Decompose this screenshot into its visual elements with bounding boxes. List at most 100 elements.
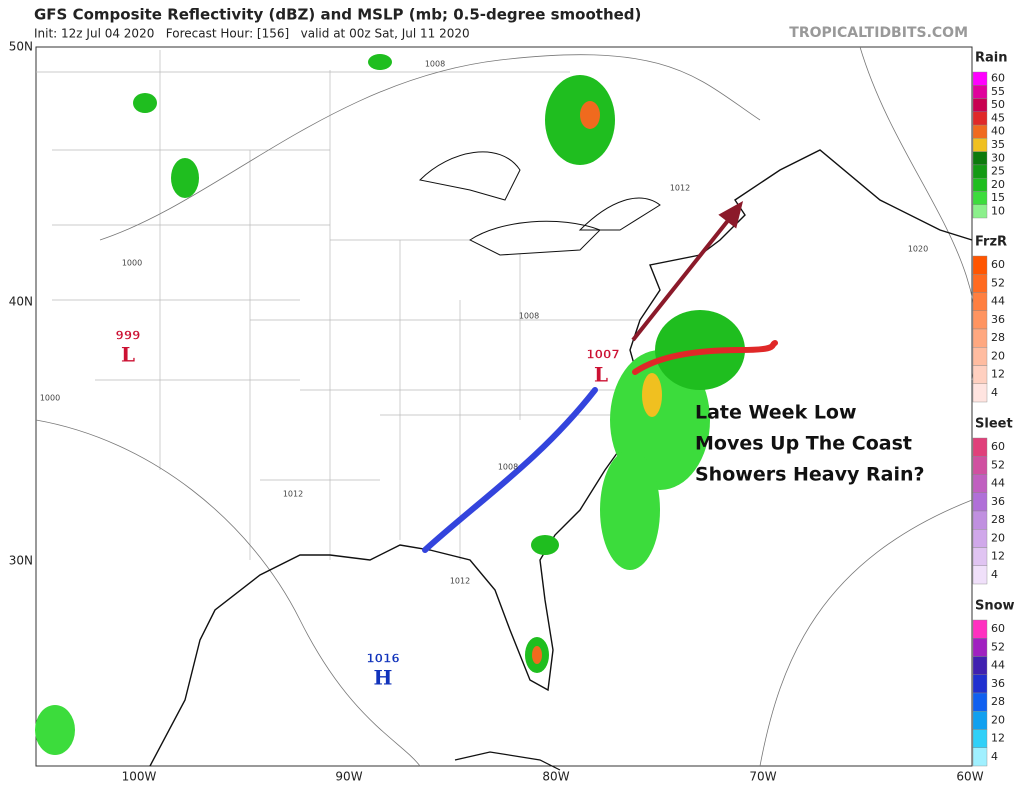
track-arrow — [631, 201, 744, 342]
legend-label: 10 — [991, 204, 1005, 217]
lat-label: 40N — [9, 295, 33, 309]
legend-swatch — [972, 492, 988, 512]
lat-label: 30N — [9, 554, 33, 568]
isobar-label: 1012 — [450, 577, 470, 586]
rain-area — [133, 93, 157, 113]
legend-title: Sleet — [975, 417, 1013, 432]
legend-label: 40 — [991, 125, 1005, 138]
annotation: Showers Heavy Rain? — [695, 464, 925, 486]
legend-label: 44 — [991, 477, 1005, 490]
legend-label: 60 — [991, 258, 1005, 271]
legend-swatch — [972, 529, 988, 548]
borders — [36, 50, 640, 560]
center-pressure: 1007 — [586, 348, 619, 362]
legend-swatch — [972, 310, 988, 330]
lat-label: 50N — [9, 40, 33, 54]
legend-title: FrzR — [975, 235, 1007, 250]
legend-label: 52 — [991, 640, 1005, 653]
legend-swatch — [972, 328, 988, 348]
cuba — [454, 751, 561, 771]
lon-label: 70W — [749, 770, 776, 784]
legend-swatch — [972, 365, 988, 384]
legend-label: 60 — [991, 622, 1005, 635]
legend-swatch — [972, 177, 988, 192]
legend-label: 44 — [991, 295, 1005, 308]
center-letter: L — [594, 363, 608, 387]
lon-label: 80W — [542, 770, 569, 784]
center-pressure: 999 — [115, 329, 140, 343]
lon-label: 90W — [335, 770, 362, 784]
legend-title: Snow — [975, 599, 1015, 614]
legend-swatch — [972, 692, 988, 712]
legend-swatch — [972, 711, 988, 730]
legend-label: 36 — [991, 495, 1005, 508]
map — [35, 46, 978, 771]
annotation: Late Week Low — [695, 402, 857, 424]
isobar-label: 1000 — [40, 394, 60, 403]
legend-label: 36 — [991, 313, 1005, 326]
subtitle: Init: 12z Jul 04 2020 Forecast Hour: [15… — [34, 27, 470, 41]
legend-label: 20 — [991, 713, 1005, 726]
legend-swatch — [972, 71, 988, 86]
isobar-label: 1008 — [519, 312, 539, 321]
legend-label: 36 — [991, 677, 1005, 690]
legend-label: 20 — [991, 531, 1005, 544]
legend-label: 30 — [991, 151, 1005, 164]
legend-swatch — [972, 85, 988, 99]
legend-label: 12 — [991, 732, 1005, 745]
legend-label: 50 — [991, 98, 1005, 111]
state-lines — [36, 50, 640, 560]
legend-swatch — [972, 347, 988, 366]
arrow-head — [718, 201, 744, 229]
isobar — [35, 419, 421, 767]
rain-core — [580, 101, 600, 129]
legend-swatch — [972, 565, 988, 585]
rain-area — [368, 54, 392, 70]
legend-swatch — [972, 274, 988, 293]
center-pressure: 1016 — [366, 652, 399, 666]
legend-label: 12 — [991, 368, 1005, 381]
legend-label: 60 — [991, 72, 1005, 85]
legend-label: 20 — [991, 178, 1005, 191]
isobar-label: 1012 — [670, 184, 690, 193]
legend-label: 28 — [991, 695, 1005, 708]
legend-label: 60 — [991, 440, 1005, 453]
legend-label: 52 — [991, 458, 1005, 471]
legend-swatch — [972, 204, 988, 219]
rain-area — [600, 450, 660, 570]
legend-swatch — [972, 474, 988, 493]
legend-label: 44 — [991, 659, 1005, 672]
legend-label: 15 — [991, 191, 1005, 204]
isobar — [99, 54, 761, 241]
legend-label: 45 — [991, 111, 1005, 124]
lon-label: 60W — [956, 770, 983, 784]
rain-area — [35, 705, 75, 755]
legend-swatch — [972, 510, 988, 530]
legend-label: 20 — [991, 349, 1005, 362]
legend-swatch — [972, 124, 988, 139]
annotation: Moves Up The Coast — [695, 433, 912, 455]
legend-swatch — [972, 255, 988, 275]
rain-core — [532, 646, 542, 664]
legend-swatch — [972, 747, 988, 767]
legend-swatch — [972, 547, 988, 566]
legend-swatch — [972, 456, 988, 475]
legend-swatch — [972, 638, 988, 657]
legend-swatch — [972, 292, 988, 311]
site: TROPICALTIDBITS.COM — [789, 25, 968, 41]
legend-label: 25 — [991, 165, 1005, 178]
rain-area — [545, 75, 615, 165]
legend-label: 55 — [991, 85, 1005, 98]
legend-label: 4 — [991, 750, 998, 763]
legend-swatch — [972, 656, 988, 675]
legend-label: 28 — [991, 331, 1005, 344]
legend-swatch — [972, 151, 988, 166]
legend-swatch — [972, 674, 988, 694]
center-letter: L — [121, 343, 135, 367]
title: GFS Composite Reflectivity (dBZ) and MSL… — [34, 6, 641, 24]
isobar-label: 1020 — [908, 245, 928, 254]
legend-label: 28 — [991, 513, 1005, 526]
legend-swatch — [972, 111, 988, 126]
